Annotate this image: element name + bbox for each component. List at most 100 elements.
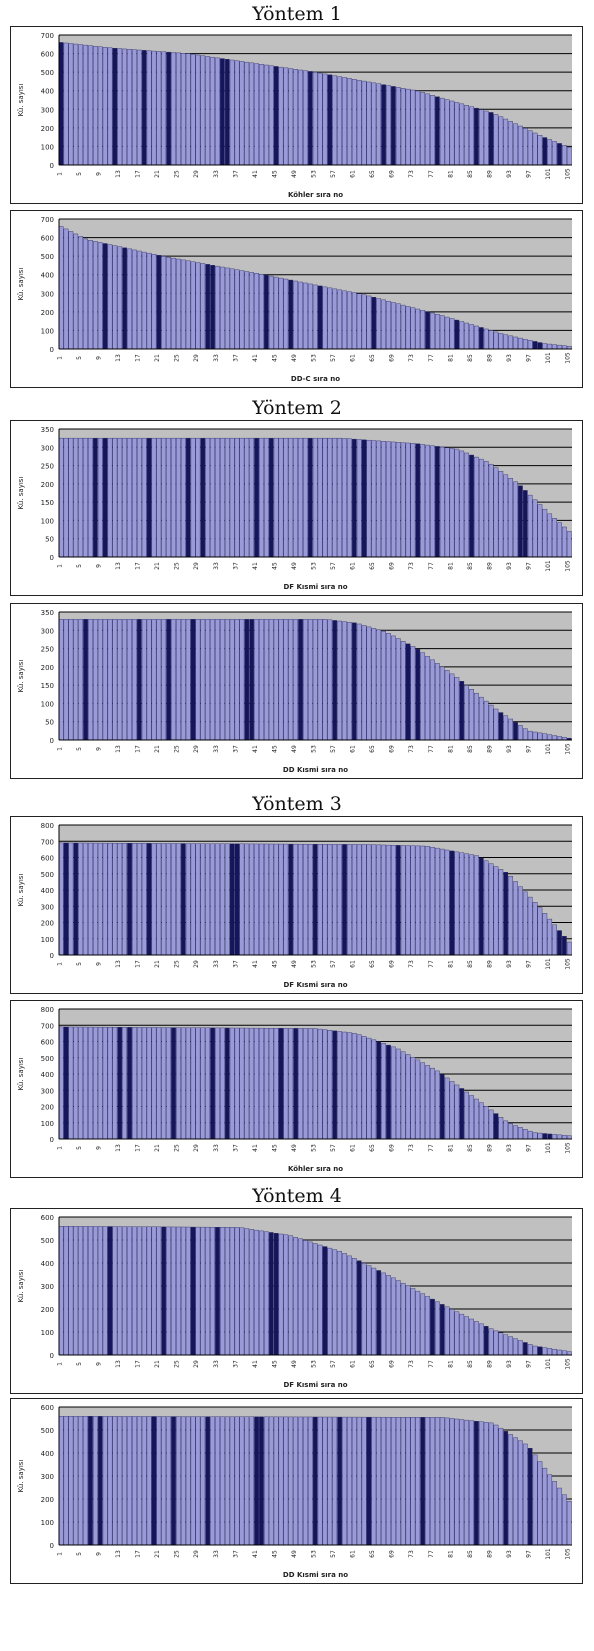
bar <box>532 499 538 558</box>
y-axis-title: Kü. sayısı <box>17 1058 25 1091</box>
bar <box>537 907 543 956</box>
bar <box>527 1344 533 1356</box>
x-tick-label: 25 <box>174 745 181 753</box>
bar <box>249 1229 255 1356</box>
bar <box>78 44 84 166</box>
x-tick-label: 61 <box>350 960 357 968</box>
bar <box>78 236 84 350</box>
bar <box>161 1027 167 1140</box>
bar <box>229 268 235 350</box>
bar <box>195 843 201 956</box>
bar <box>92 1026 98 1140</box>
x-tick-label: 49 <box>291 1550 298 1558</box>
x-tick-label: 77 <box>428 1360 435 1368</box>
bar <box>410 443 416 558</box>
x-tick-label: 85 <box>467 1360 474 1368</box>
bar <box>317 844 323 956</box>
x-tick-label: 33 <box>213 170 220 178</box>
bar <box>234 437 240 558</box>
bar <box>83 842 88 956</box>
x-tick-label: 85 <box>467 562 474 570</box>
x-tick-label: 81 <box>447 745 454 753</box>
x-tick-label: 45 <box>271 745 278 753</box>
bar <box>259 1230 264 1356</box>
bar <box>542 137 548 166</box>
bar <box>562 1494 567 1546</box>
bar <box>156 1027 162 1140</box>
bar <box>562 1135 567 1140</box>
bar <box>410 646 416 741</box>
bar <box>312 1028 318 1140</box>
bar <box>200 263 206 350</box>
x-tick-label: 73 <box>408 354 415 362</box>
bar <box>117 842 123 956</box>
x-tick-label: 25 <box>174 1550 181 1558</box>
x-tick-label: 85 <box>467 960 474 968</box>
bar <box>268 1028 274 1140</box>
x-tick-label: 49 <box>291 170 298 178</box>
y-tick-label: 800 <box>41 822 54 830</box>
bar <box>205 1416 211 1546</box>
bar <box>78 619 84 741</box>
y-tick-label: 300 <box>41 903 54 911</box>
x-tick-label: 65 <box>369 1550 376 1558</box>
bar <box>151 843 157 956</box>
bar <box>513 336 518 350</box>
x-tick-label: 29 <box>193 1360 200 1368</box>
bar <box>234 1227 240 1356</box>
bar <box>288 843 294 956</box>
x-tick-label: 105 <box>565 958 572 970</box>
bar <box>229 1227 235 1356</box>
x-tick-label: 29 <box>193 745 200 753</box>
bar <box>92 437 98 558</box>
bar <box>518 125 523 166</box>
bar <box>136 619 142 741</box>
x-tick-label: 49 <box>291 1360 298 1368</box>
bar <box>229 437 235 558</box>
bar <box>229 843 235 956</box>
x-tick-label: 101 <box>545 1548 552 1560</box>
x-tick-label: 41 <box>252 170 259 178</box>
bar <box>195 262 201 350</box>
bar <box>361 1416 367 1546</box>
x-tick-label: 105 <box>565 560 572 572</box>
x-tick-label: 37 <box>232 562 239 570</box>
bar <box>224 1027 230 1140</box>
x-tick-label: 25 <box>174 960 181 968</box>
bar <box>141 437 147 558</box>
bar <box>210 56 215 166</box>
bar <box>498 1117 504 1140</box>
bar <box>444 1306 450 1356</box>
x-tick-label: 13 <box>115 1360 122 1368</box>
bar <box>122 1027 127 1140</box>
bar <box>102 842 108 956</box>
bar <box>342 1416 347 1546</box>
x-tick-label: 21 <box>154 354 161 362</box>
y-tick-label: 250 <box>41 463 54 471</box>
bar <box>527 896 533 956</box>
bar <box>117 1416 123 1546</box>
bar <box>444 670 450 741</box>
bar <box>400 640 406 741</box>
bar <box>439 1304 445 1356</box>
y-tick-label: 400 <box>41 272 54 280</box>
bar <box>107 1026 113 1140</box>
bar <box>244 1228 250 1356</box>
y-tick-label: 700 <box>41 32 54 40</box>
x-tick-label: 41 <box>252 1360 259 1368</box>
bar <box>97 46 103 166</box>
bar <box>239 270 245 350</box>
bar <box>322 1416 328 1546</box>
bar <box>151 1226 157 1356</box>
x-tick-label: 1 <box>56 1146 63 1150</box>
bar <box>527 1130 533 1140</box>
bar <box>435 446 440 558</box>
y-tick-label: 50 <box>45 536 54 544</box>
bar <box>200 619 206 741</box>
bar <box>210 437 215 558</box>
bar <box>522 490 528 558</box>
bar <box>254 273 259 350</box>
bar <box>547 918 553 956</box>
bar <box>156 843 162 956</box>
bar <box>444 99 450 166</box>
